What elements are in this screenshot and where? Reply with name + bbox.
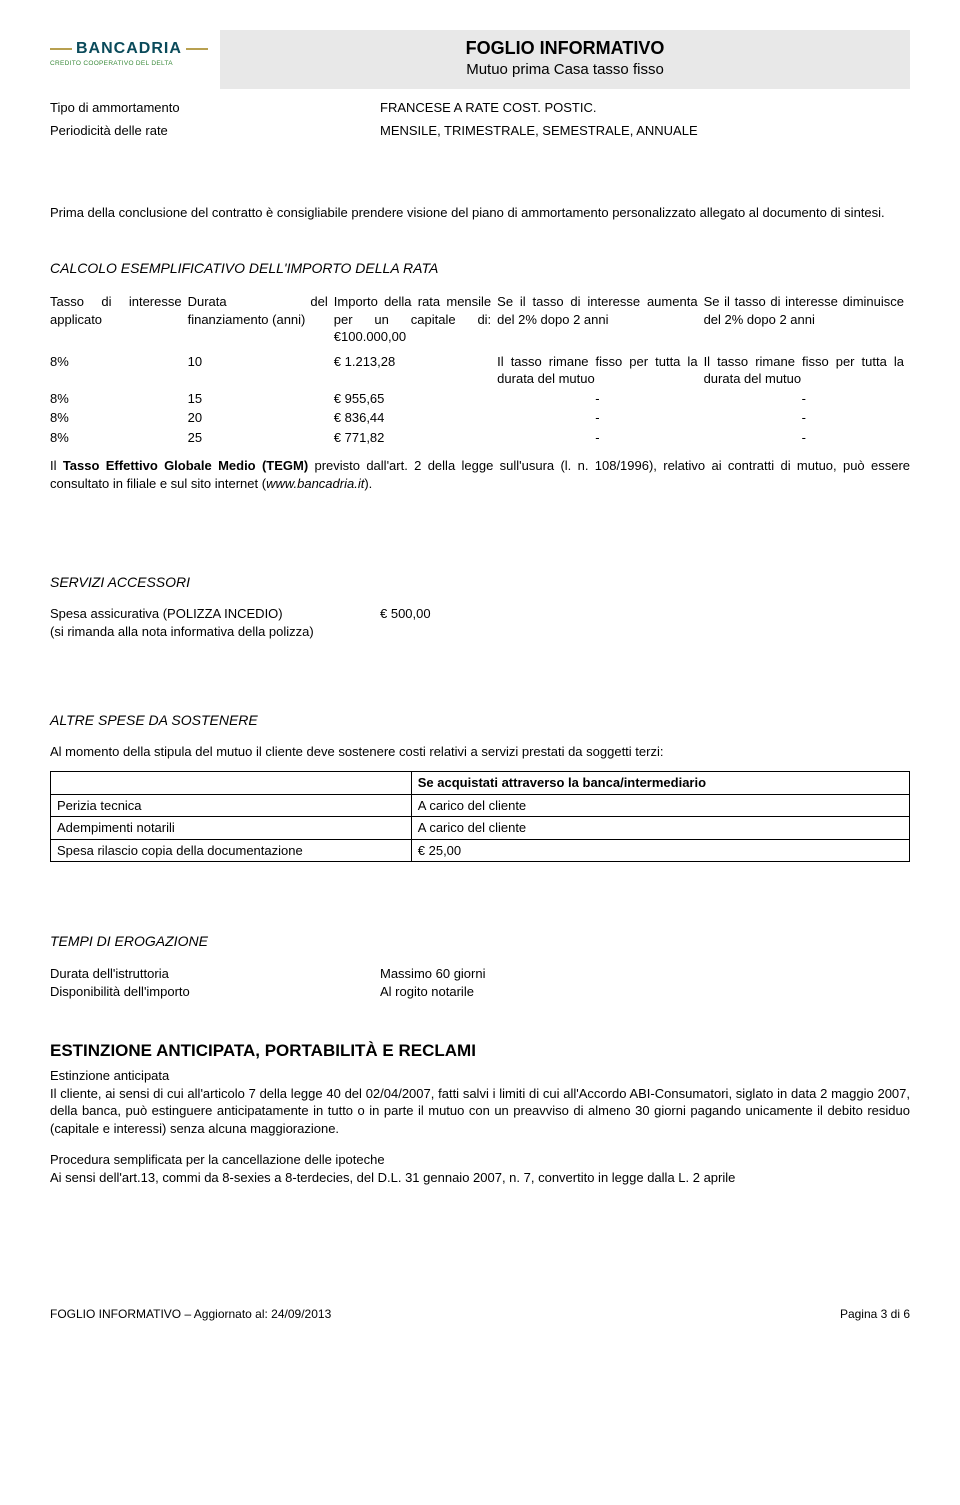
section-estinzione-title: ESTINZIONE ANTICIPATA, PORTABILITÀ E REC… <box>50 1040 910 1063</box>
cell: Spesa rilascio copia della documentazion… <box>51 839 412 862</box>
estinzione-sub1: Estinzione anticipata <box>50 1067 910 1085</box>
altre-intro: Al momento della stipula del mutuo il cl… <box>50 743 910 761</box>
servizi-row: Spesa assicurativa (POLIZZA INCEDIO) € 5… <box>50 605 910 623</box>
table-row: Spesa rilascio copia della documentazion… <box>51 839 910 862</box>
table-row: 8% 15 € 955,65 - - <box>50 389 910 409</box>
cell-empty <box>51 771 412 794</box>
cell: € 25,00 <box>411 839 909 862</box>
spese-table: Se acquistati attraverso la banca/interm… <box>50 771 910 862</box>
tegm-paragraph: Il Tasso Effettivo Globale Medio (TEGM) … <box>50 457 910 492</box>
cell: Il tasso rimane fisso per tutta la durat… <box>497 352 703 389</box>
table-row: Perizia tecnica A carico del cliente <box>51 794 910 817</box>
section-tempi-title: TEMPI DI EROGAZIONE <box>50 932 910 951</box>
field-periodicita: Periodicità delle rate MENSILE, TRIMESTR… <box>50 122 910 140</box>
table-row: 8% 20 € 836,44 - - <box>50 408 910 428</box>
cell: € 771,82 <box>334 428 497 448</box>
servizi-amount: € 500,00 <box>380 605 910 623</box>
tempi-row: Durata dell'istruttoria Massimo 60 giorn… <box>50 965 910 983</box>
cell: € 1.213,28 <box>334 352 497 389</box>
cell: 20 <box>188 408 334 428</box>
estinzione-sub2: Procedura semplificata per la cancellazi… <box>50 1151 910 1169</box>
cell: € 955,65 <box>334 389 497 409</box>
cell: Perizia tecnica <box>51 794 412 817</box>
field-value: FRANCESE A RATE COST. POSTIC. <box>380 99 910 117</box>
cell: - <box>704 408 910 428</box>
section-servizi-title: SERVIZI ACCESSORI <box>50 573 910 592</box>
document-subtitle: Mutuo prima Casa tasso fisso <box>220 60 910 80</box>
table-row: Se acquistati attraverso la banca/interm… <box>51 771 910 794</box>
col-header: Importo della rata mensile per un capita… <box>334 292 497 352</box>
servizi-label: Spesa assicurativa (POLIZZA INCEDIO) <box>50 605 380 623</box>
cell: - <box>497 389 703 409</box>
document-header: BANCADRIA CREDITO COOPERATIVO DEL DELTA … <box>50 30 910 89</box>
tegm-site: www.bancadria.it <box>266 476 364 491</box>
field-label: Disponibilità dell'importo <box>50 983 380 1001</box>
page-footer: FOGLIO INFORMATIVO – Aggiornato al: 24/0… <box>50 1306 910 1322</box>
cell: - <box>704 389 910 409</box>
footer-right: Pagina 3 di 6 <box>840 1306 910 1322</box>
table-row: Adempimenti notarili A carico del client… <box>51 817 910 840</box>
field-value: MENSILE, TRIMESTRALE, SEMESTRALE, ANNUAL… <box>380 122 910 140</box>
cell: 10 <box>188 352 334 389</box>
cell: Adempimenti notarili <box>51 817 412 840</box>
section-calcolo-title: CALCOLO ESEMPLIFICATIVO DELL'IMPORTO DEL… <box>50 259 910 278</box>
rate-table: Tasso di interesse applicato Durata del … <box>50 292 910 447</box>
cell: A carico del cliente <box>411 794 909 817</box>
servizi-note: (si rimanda alla nota informativa della … <box>50 623 910 641</box>
cell: - <box>497 408 703 428</box>
col-header: Se acquistati attraverso la banca/interm… <box>411 771 909 794</box>
logo-subtitle: CREDITO COOPERATIVO DEL DELTA <box>50 60 220 69</box>
cell: - <box>704 428 910 448</box>
field-value: Massimo 60 giorni <box>380 965 910 983</box>
estinzione-p2: Ai sensi dell'art.13, commi da 8-sexies … <box>50 1169 910 1187</box>
col-header: Se il tasso di interesse diminuisce del … <box>704 292 910 352</box>
cell: 8% <box>50 408 188 428</box>
cell: - <box>497 428 703 448</box>
bank-logo: BANCADRIA CREDITO COOPERATIVO DEL DELTA <box>50 30 220 68</box>
logo-name: BANCADRIA <box>76 38 182 60</box>
col-header: Durata del finanziamento (anni) <box>188 292 334 352</box>
cell: 8% <box>50 428 188 448</box>
table-row: 8% 25 € 771,82 - - <box>50 428 910 448</box>
text: Il <box>50 458 63 473</box>
cell: 25 <box>188 428 334 448</box>
document-title: FOGLIO INFORMATIVO <box>220 36 910 60</box>
col-header: Tasso di interesse applicato <box>50 292 188 352</box>
cell: € 836,44 <box>334 408 497 428</box>
field-label: Periodicità delle rate <box>50 122 380 140</box>
document-title-block: FOGLIO INFORMATIVO Mutuo prima Casa tass… <box>220 30 910 89</box>
text: ). <box>364 476 372 491</box>
intro-paragraph: Prima della conclusione del contratto è … <box>50 204 910 222</box>
field-label: Tipo di ammortamento <box>50 99 380 117</box>
table-row: 8% 10 € 1.213,28 Il tasso rimane fisso p… <box>50 352 910 389</box>
col-header: Se il tasso di interesse aumenta del 2% … <box>497 292 703 352</box>
cell: 15 <box>188 389 334 409</box>
cell: Il tasso rimane fisso per tutta la durat… <box>704 352 910 389</box>
cell: 8% <box>50 352 188 389</box>
tegm-bold: Tasso Effettivo Globale Medio (TEGM) <box>63 458 308 473</box>
section-altre-title: ALTRE SPESE DA SOSTENERE <box>50 711 910 730</box>
cell: A carico del cliente <box>411 817 909 840</box>
field-value: Al rogito notarile <box>380 983 910 1001</box>
footer-left: FOGLIO INFORMATIVO – Aggiornato al: 24/0… <box>50 1306 331 1322</box>
field-tipo-ammortamento: Tipo di ammortamento FRANCESE A RATE COS… <box>50 99 910 117</box>
estinzione-p1: Il cliente, ai sensi di cui all'articolo… <box>50 1085 910 1138</box>
cell: 8% <box>50 389 188 409</box>
field-label: Durata dell'istruttoria <box>50 965 380 983</box>
tempi-row: Disponibilità dell'importo Al rogito not… <box>50 983 910 1001</box>
